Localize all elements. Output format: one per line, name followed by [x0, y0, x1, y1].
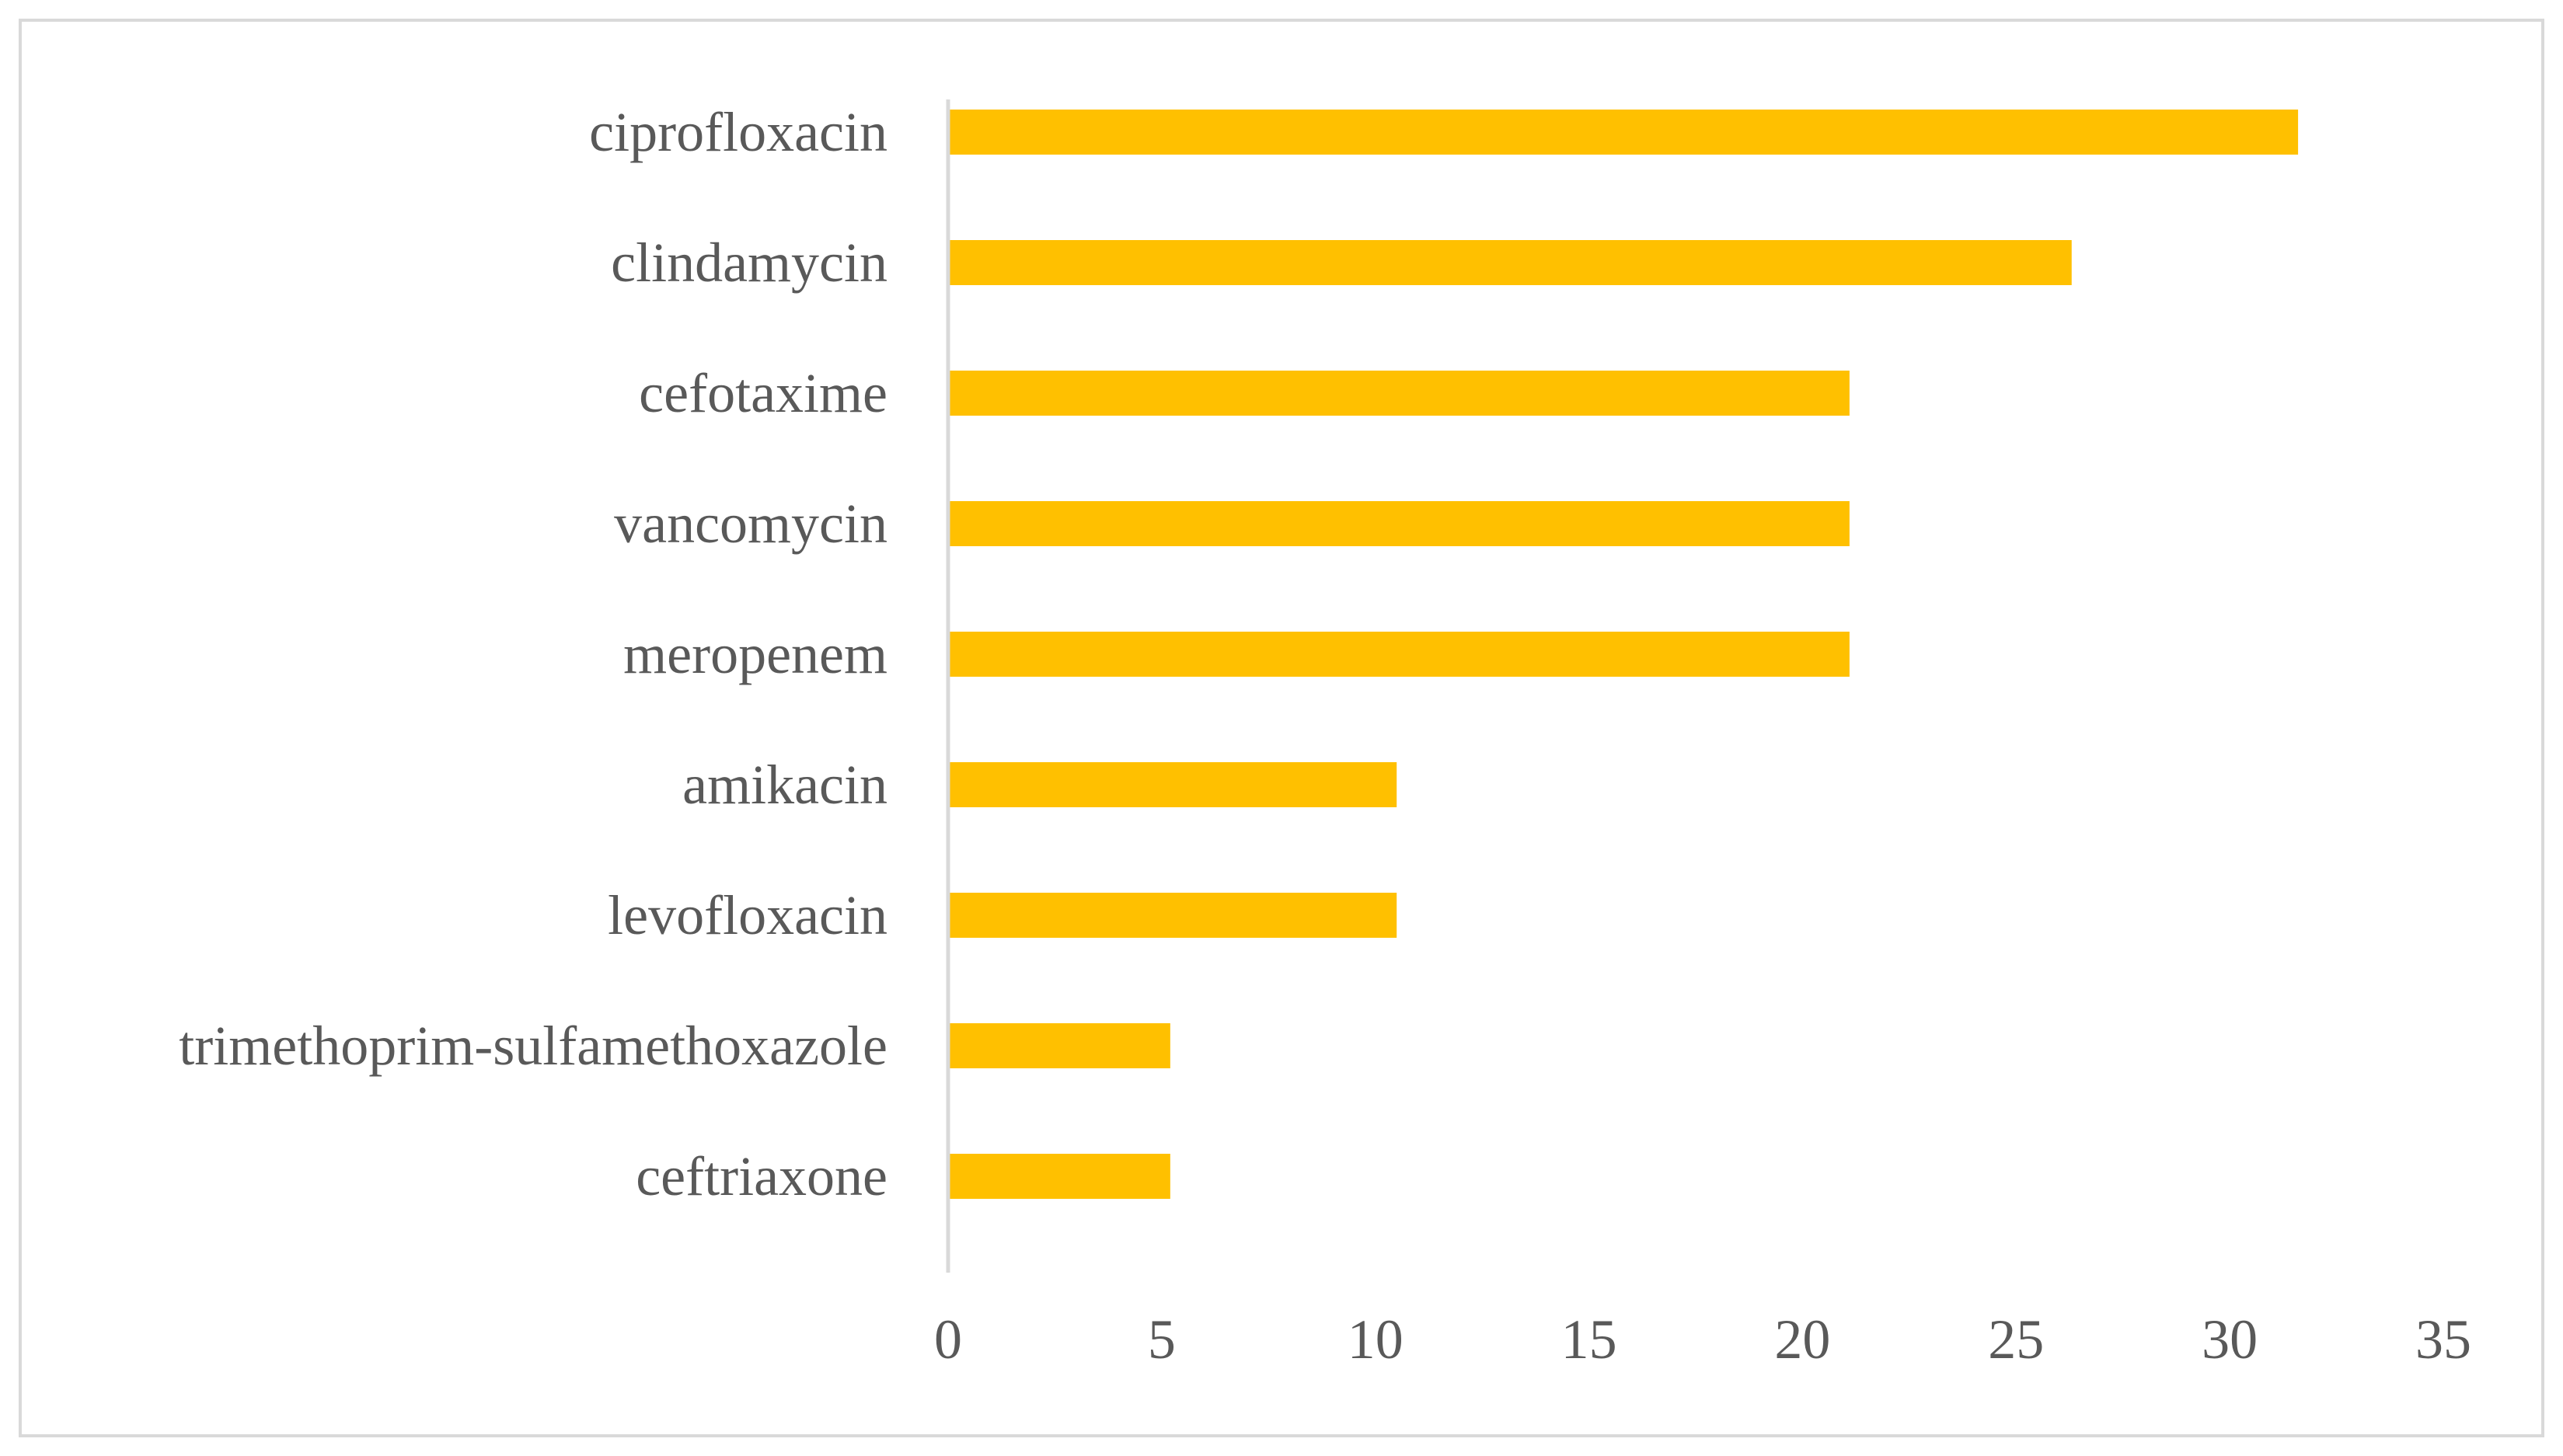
bars-group — [948, 110, 2299, 1199]
category-label: cefotaxime — [639, 362, 887, 424]
category-label: meropenem — [623, 623, 887, 685]
category-label: amikacin — [682, 754, 887, 816]
x-tick-labels: 0 5 10 15 20 25 30 35 — [934, 1308, 2471, 1371]
bar-cefotaxime — [948, 371, 1850, 416]
category-label: levofloxacin — [608, 884, 887, 946]
category-label: clindamycin — [611, 232, 887, 294]
x-tick-label: 15 — [1561, 1308, 1617, 1371]
bar-ceftriaxone — [948, 1154, 1170, 1199]
bar-vancomycin — [948, 501, 1850, 546]
bar-levofloxacin — [948, 893, 1397, 938]
bar-meropenem — [948, 632, 1850, 677]
category-label: vancomycin — [614, 493, 887, 555]
category-label: ciprofloxacin — [589, 101, 887, 163]
bar-ciprofloxacin — [948, 110, 2299, 155]
category-label: trimethoprim-sulfamethoxazole — [179, 1015, 887, 1077]
x-tick-label: 30 — [2202, 1308, 2258, 1371]
category-labels: ciprofloxacin clindamycin cefotaxime vancom… — [179, 101, 887, 1207]
category-label: ceftriaxone — [636, 1145, 887, 1207]
bar-amikacin — [948, 762, 1397, 807]
bar-clindamycin — [948, 240, 2072, 285]
x-tick-label: 5 — [1148, 1308, 1176, 1371]
x-tick-label: 10 — [1348, 1308, 1404, 1371]
x-tick-label: 0 — [934, 1308, 962, 1371]
x-tick-label: 35 — [2415, 1308, 2471, 1371]
x-tick-label: 20 — [1774, 1308, 1830, 1371]
chart-frame — [19, 19, 2544, 1437]
bar-trimethoprim-sulfamethoxazole — [948, 1023, 1170, 1068]
x-tick-label: 25 — [1988, 1308, 2044, 1371]
